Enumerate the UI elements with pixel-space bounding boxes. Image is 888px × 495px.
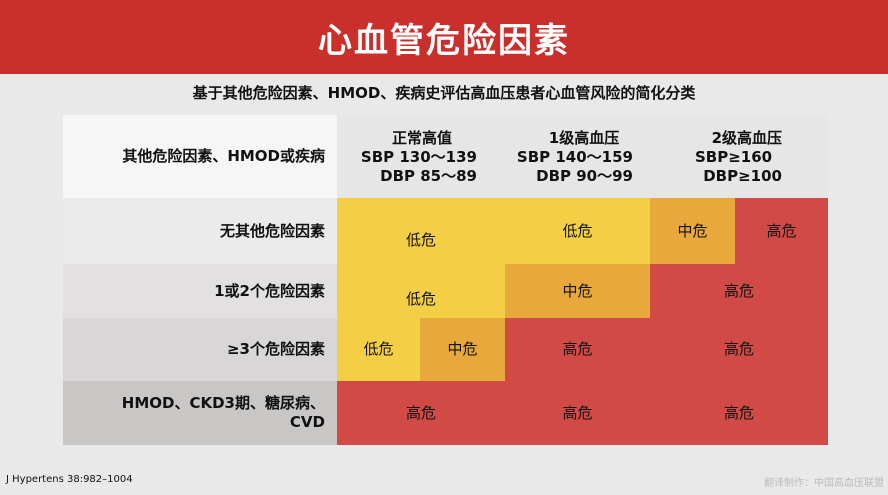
risk-cell-low [337,198,505,318]
column-header-line: DBP 90～99 [536,166,633,185]
column-header-line: 正常高值 [391,129,452,148]
risk-label: 低危 [405,230,436,249]
risk-cell-high: 高危 [735,198,828,264]
risk-cell-mid: 中危 [420,318,505,381]
column-header-line: SBP 140～159 [516,148,633,167]
risk-cell-high: 高危 [505,318,650,381]
row-label: 无其他危险因素 [63,198,337,264]
row-label: ≥3个危险因素 [63,318,337,381]
column-header-normal-high: 正常高值 SBP 130～139 DBP 85～89 [337,120,477,195]
column-header-line: DBP≥100 [703,166,782,185]
risk-cell-low: 低危 [505,198,650,264]
risk-cell-low: 低危 [337,318,420,381]
citation: J Hypertens 38:982–1004 [6,474,133,485]
risk-cell-high: 高危 [650,381,828,445]
risk-cell-high: 高危 [650,264,828,318]
header-bg [337,115,828,198]
row-label: HMOD、CKD3期、糖尿病、CVD [63,381,337,445]
risk-cell-high: 高危 [505,381,650,445]
column-header-grade1: 1级高血压 SBP 140～159 DBP 90～99 [505,120,633,195]
column-header-line: 2级高血压 [711,129,782,148]
subtitle: 基于其他危险因素、HMOD、疾病史评估高血压患者心血管风险的简化分类 [192,84,696,102]
risk-cell-mid: 中危 [505,264,650,318]
row-label: 1或2个危险因素 [63,264,337,318]
risk-cell-high: 高危 [337,381,505,445]
column-header-grade2: 2级高血压 SBP≥160 DBP≥100 [650,120,782,195]
risk-cell-high: 高危 [650,318,828,381]
corner-header: 其他危险因素、HMOD或疾病 [63,115,337,198]
title-banner: 心血管危险因素 [0,0,888,74]
column-header-line: DBP 85～89 [380,166,477,185]
risk-cell-mid: 中危 [650,198,735,264]
column-header-line: SBP 130～139 [360,148,477,167]
page-title: 心血管危险因素 [318,20,570,61]
column-header-line: 1级高血压 [548,129,620,148]
risk-label: 低危 [405,289,436,308]
credit-watermark: 翻译制作：中国高血压联盟 [764,478,884,489]
column-header-line: SBP≥160 [695,148,773,167]
